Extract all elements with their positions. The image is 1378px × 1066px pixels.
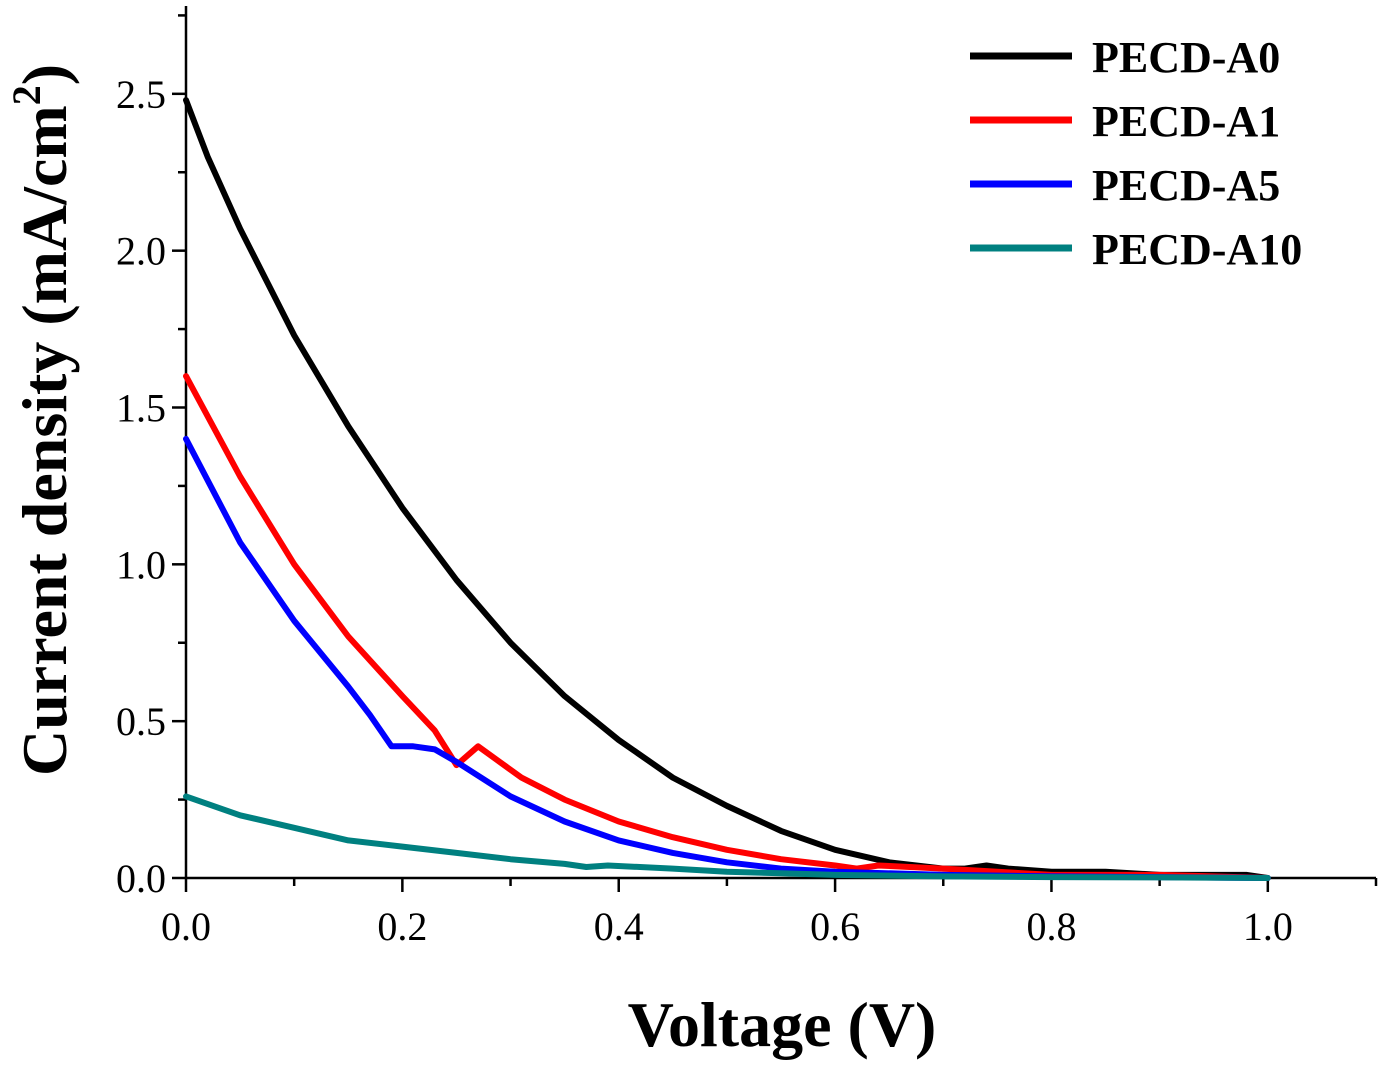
legend-label-pecd-a10: PECD-A10	[1092, 225, 1302, 274]
x-tick-label: 0.0	[161, 904, 211, 949]
legend-label-pecd-a5: PECD-A5	[1092, 161, 1280, 210]
y-axis-title-close: )	[9, 64, 80, 85]
legend-label-pecd-a1: PECD-A1	[1092, 97, 1280, 146]
x-tick-label: 0.4	[594, 904, 644, 949]
axes: 0.0 0.2 0.4 0.6 0.8 1.0 0.0 0.5 1.0 1.5 2.0 2.5	[116, 6, 1378, 949]
y-tick-label: 2.5	[116, 72, 166, 117]
y-axis-title: Current density (mA/cm2)	[4, 64, 80, 776]
y-axis-title-main: Current density (mA/cm	[9, 105, 80, 776]
series-line-pecd-a1	[183, 373, 1271, 881]
legend: PECD-A0 PECD-A1 PECD-A5 PECD-A10	[970, 33, 1302, 274]
y-tick-label: 2.0	[116, 229, 166, 274]
y-axis-title-sup: 2	[4, 85, 49, 105]
y-tick-label: 0.0	[116, 856, 166, 901]
y-tick-label: 1.5	[116, 385, 166, 430]
legend-label-pecd-a0: PECD-A0	[1092, 33, 1280, 82]
x-axis-title: Voltage (V)	[628, 989, 937, 1060]
x-tick-label: 1.0	[1243, 904, 1293, 949]
y-tick-label: 1.0	[116, 542, 166, 587]
x-tick-label: 0.6	[810, 904, 860, 949]
x-tick-label: 0.8	[1026, 904, 1076, 949]
series-line-pecd-a10	[183, 793, 1271, 881]
series-line-pecd-a5	[183, 435, 1271, 881]
series-line-pecd-a0	[183, 97, 1271, 881]
y-tick-label: 0.5	[116, 699, 166, 744]
series-group	[183, 97, 1271, 881]
x-tick-label: 0.2	[377, 904, 427, 949]
